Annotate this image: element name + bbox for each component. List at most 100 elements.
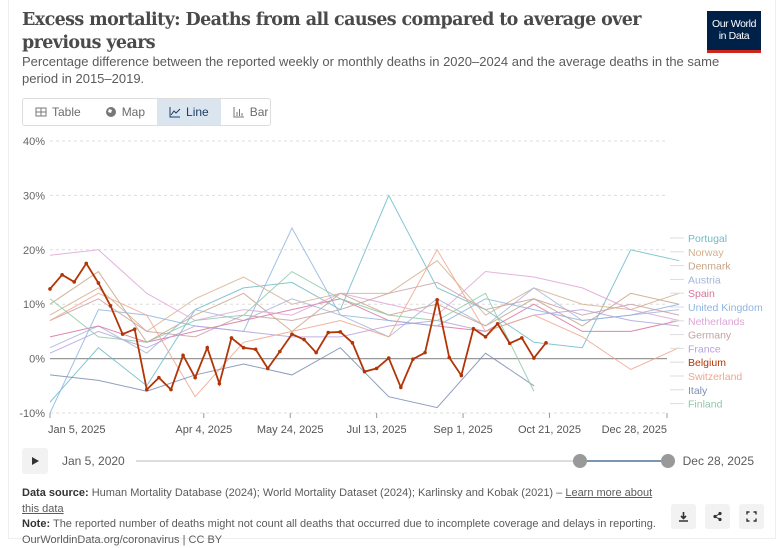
- y-tick-label: 10%: [23, 299, 45, 311]
- data-point: [496, 322, 500, 326]
- legend-label[interactable]: Austria: [688, 274, 721, 286]
- data-point: [254, 348, 258, 352]
- tab-label: Table: [52, 105, 81, 119]
- legend-label[interactable]: Germany: [688, 330, 732, 342]
- x-tick-label: Dec 28, 2025: [602, 424, 667, 436]
- data-point: [133, 327, 137, 331]
- data-point: [181, 354, 185, 358]
- y-tick-label: -10%: [19, 408, 45, 420]
- bar-chart-icon: [233, 106, 245, 118]
- data-point: [326, 331, 330, 335]
- note-text: The reported number of deaths might not …: [53, 518, 656, 530]
- data-point: [423, 351, 427, 355]
- x-tick-label: Apr 4, 2025: [175, 424, 232, 436]
- data-point: [435, 298, 439, 302]
- data-point: [302, 338, 306, 342]
- tab-table[interactable]: Table: [23, 99, 93, 125]
- source-label: Data source:: [22, 487, 89, 499]
- data-point: [363, 370, 367, 374]
- legend-label[interactable]: Denmark: [688, 261, 731, 273]
- data-point: [121, 332, 125, 336]
- data-point: [375, 367, 379, 371]
- data-point: [484, 335, 488, 339]
- data-point: [242, 346, 246, 350]
- legend-label[interactable]: Portugal: [688, 233, 727, 245]
- timeline: Jan 5, 2020 Dec 28, 2025: [22, 448, 762, 474]
- tab-bar[interactable]: Bar: [221, 99, 281, 125]
- legend-label[interactable]: France: [688, 343, 721, 355]
- data-point: [193, 376, 197, 380]
- data-point: [339, 330, 343, 334]
- data-point: [447, 356, 451, 360]
- data-point: [72, 280, 76, 284]
- data-point: [278, 350, 282, 354]
- data-point: [109, 304, 113, 308]
- data-point: [520, 336, 524, 340]
- tab-map[interactable]: Map: [93, 99, 157, 125]
- legend-label[interactable]: Finland: [688, 399, 723, 411]
- tab-label: Line: [186, 105, 209, 119]
- data-point: [60, 273, 64, 277]
- x-tick-label: Jul 13, 2025: [347, 424, 407, 436]
- chart-title: Excess mortality: Deaths from all causes…: [22, 9, 642, 55]
- data-point: [266, 367, 270, 371]
- fullscreen-icon: [746, 511, 757, 522]
- source-url[interactable]: OurWorldinData.org/coronavirus | CC BY: [22, 533, 672, 548]
- legend-label[interactable]: Spain: [688, 288, 715, 300]
- legend-label[interactable]: Norway: [688, 247, 724, 259]
- chart-type-tabs: Table Map Line Bar: [22, 98, 271, 126]
- legend-label[interactable]: Italy: [688, 385, 708, 397]
- x-tick-label: Sep 1, 2025: [433, 424, 492, 436]
- series-line-norway: [50, 261, 679, 332]
- data-point: [472, 327, 476, 331]
- legend-label[interactable]: Netherlands: [688, 316, 745, 328]
- download-button[interactable]: [671, 504, 696, 529]
- data-point: [169, 388, 173, 392]
- data-point: [157, 376, 161, 380]
- play-button[interactable]: [22, 448, 48, 474]
- tab-line[interactable]: Line: [157, 99, 221, 125]
- data-point: [314, 351, 318, 355]
- x-tick-label: Oct 21, 2025: [518, 424, 581, 436]
- data-point: [84, 262, 88, 266]
- timeline-selected-range[interactable]: [580, 460, 668, 462]
- action-buttons: [671, 504, 764, 529]
- data-point: [544, 341, 548, 345]
- timeline-start-handle[interactable]: [573, 454, 587, 468]
- legend-label[interactable]: United Kingdom: [688, 302, 763, 314]
- data-point: [399, 386, 403, 390]
- data-point: [290, 332, 294, 336]
- share-button[interactable]: [705, 504, 730, 529]
- data-point: [508, 342, 512, 346]
- data-point: [230, 336, 234, 340]
- x-tick-label: Jan 5, 2025: [48, 424, 106, 436]
- source-text: Human Mortality Database (2024); World M…: [92, 487, 566, 499]
- timeline-end-handle[interactable]: [661, 454, 675, 468]
- legend-label[interactable]: Switzerland: [688, 371, 742, 383]
- data-point: [351, 341, 355, 345]
- globe-icon: [105, 106, 117, 118]
- data-point: [218, 382, 222, 386]
- line-chart-icon: [169, 106, 181, 118]
- series-line-united-kingdom: [50, 228, 679, 413]
- data-point: [460, 374, 464, 378]
- data-point: [48, 287, 52, 291]
- data-point: [97, 281, 101, 285]
- series-line-italy: [50, 348, 534, 408]
- timeline-start-label: Jan 5, 2020: [62, 454, 125, 468]
- data-point: [205, 346, 209, 350]
- data-point: [145, 388, 149, 392]
- tab-label: Bar: [250, 105, 269, 119]
- play-icon: [30, 456, 40, 466]
- y-tick-label: 30%: [23, 190, 45, 202]
- chart-subtitle: Percentage difference between the report…: [22, 53, 752, 87]
- table-icon: [35, 106, 47, 118]
- legend-label[interactable]: Belgium: [688, 357, 726, 369]
- fullscreen-button[interactable]: [739, 504, 764, 529]
- share-icon: [712, 511, 723, 522]
- timeline-end-label: Dec 28, 2025: [683, 454, 754, 468]
- data-point: [387, 356, 391, 360]
- y-tick-label: 20%: [23, 245, 45, 257]
